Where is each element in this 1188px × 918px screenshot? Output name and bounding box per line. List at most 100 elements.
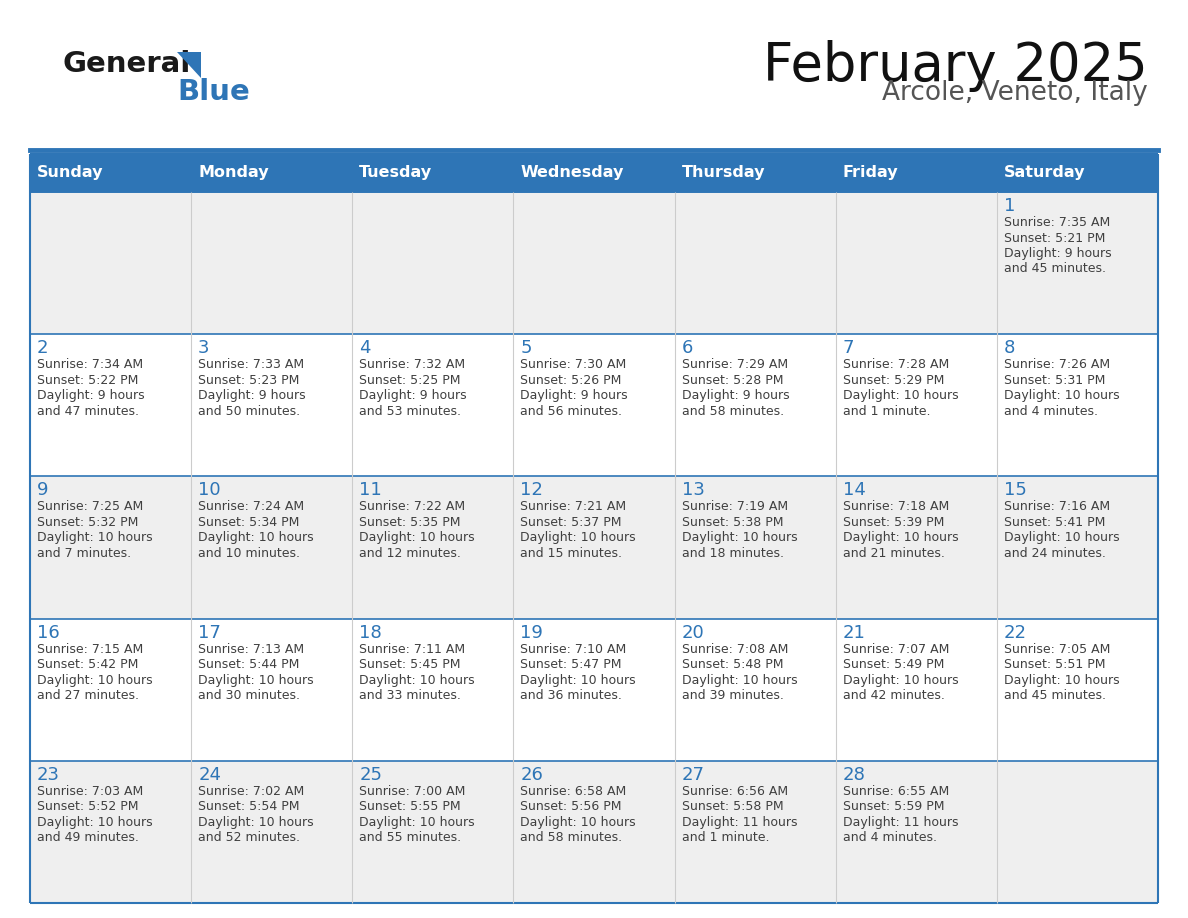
Text: 24: 24 — [198, 766, 221, 784]
Text: Daylight: 10 hours: Daylight: 10 hours — [1004, 389, 1119, 402]
Text: and 4 minutes.: and 4 minutes. — [842, 832, 936, 845]
Text: and 1 minute.: and 1 minute. — [842, 405, 930, 418]
Text: Tuesday: Tuesday — [359, 165, 432, 181]
Text: Sunrise: 7:24 AM: Sunrise: 7:24 AM — [198, 500, 304, 513]
Bar — [353, 192, 513, 334]
Text: Sunrise: 7:22 AM: Sunrise: 7:22 AM — [359, 500, 466, 513]
Text: Sunset: 5:29 PM: Sunset: 5:29 PM — [842, 374, 944, 386]
Text: Sunset: 5:47 PM: Sunset: 5:47 PM — [520, 658, 623, 671]
Text: Sunrise: 7:21 AM: Sunrise: 7:21 AM — [520, 500, 626, 513]
Text: and 58 minutes.: and 58 minutes. — [520, 832, 623, 845]
Text: Daylight: 10 hours: Daylight: 10 hours — [359, 816, 475, 829]
Bar — [191, 619, 353, 761]
Bar — [353, 619, 513, 761]
Text: 20: 20 — [682, 623, 704, 642]
Text: Sunrise: 7:25 AM: Sunrise: 7:25 AM — [37, 500, 144, 513]
Text: 3: 3 — [198, 339, 209, 357]
Text: Sunrise: 7:08 AM: Sunrise: 7:08 AM — [682, 643, 788, 655]
Text: Sunrise: 7:00 AM: Sunrise: 7:00 AM — [359, 785, 466, 798]
Bar — [997, 192, 1158, 334]
Bar — [30, 154, 191, 192]
Bar — [675, 619, 835, 761]
Text: and 55 minutes.: and 55 minutes. — [359, 832, 461, 845]
Text: Daylight: 9 hours: Daylight: 9 hours — [1004, 247, 1112, 260]
Text: Sunrise: 6:58 AM: Sunrise: 6:58 AM — [520, 785, 627, 798]
Bar — [353, 761, 513, 903]
Text: Sunset: 5:22 PM: Sunset: 5:22 PM — [37, 374, 138, 386]
Text: and 27 minutes.: and 27 minutes. — [37, 689, 139, 702]
Text: and 12 minutes.: and 12 minutes. — [359, 547, 461, 560]
Text: Sunrise: 6:56 AM: Sunrise: 6:56 AM — [682, 785, 788, 798]
Text: 2: 2 — [37, 339, 49, 357]
Bar — [997, 334, 1158, 476]
Bar — [835, 192, 997, 334]
Text: Daylight: 9 hours: Daylight: 9 hours — [198, 389, 305, 402]
Text: Sunrise: 7:15 AM: Sunrise: 7:15 AM — [37, 643, 144, 655]
Bar — [513, 192, 675, 334]
Text: and 58 minutes.: and 58 minutes. — [682, 405, 784, 418]
Text: Sunset: 5:25 PM: Sunset: 5:25 PM — [359, 374, 461, 386]
Text: Sunday: Sunday — [37, 165, 103, 181]
Bar — [835, 476, 997, 619]
Text: Daylight: 10 hours: Daylight: 10 hours — [198, 816, 314, 829]
Text: 9: 9 — [37, 481, 49, 499]
Text: Daylight: 10 hours: Daylight: 10 hours — [37, 816, 152, 829]
Text: Daylight: 10 hours: Daylight: 10 hours — [682, 674, 797, 687]
Text: Sunset: 5:54 PM: Sunset: 5:54 PM — [198, 800, 299, 813]
Text: Sunrise: 7:07 AM: Sunrise: 7:07 AM — [842, 643, 949, 655]
Text: Sunrise: 7:19 AM: Sunrise: 7:19 AM — [682, 500, 788, 513]
Text: and 45 minutes.: and 45 minutes. — [1004, 263, 1106, 275]
Text: Sunset: 5:48 PM: Sunset: 5:48 PM — [682, 658, 783, 671]
Bar — [835, 154, 997, 192]
Bar — [30, 334, 191, 476]
Text: and 1 minute.: and 1 minute. — [682, 832, 769, 845]
Text: and 50 minutes.: and 50 minutes. — [198, 405, 301, 418]
Text: Daylight: 9 hours: Daylight: 9 hours — [37, 389, 145, 402]
Bar — [835, 761, 997, 903]
Bar — [30, 761, 191, 903]
Text: Sunset: 5:55 PM: Sunset: 5:55 PM — [359, 800, 461, 813]
Text: and 52 minutes.: and 52 minutes. — [198, 832, 301, 845]
Text: Sunrise: 7:18 AM: Sunrise: 7:18 AM — [842, 500, 949, 513]
Text: Daylight: 10 hours: Daylight: 10 hours — [520, 816, 636, 829]
Text: Saturday: Saturday — [1004, 165, 1086, 181]
Bar — [30, 619, 191, 761]
Text: 10: 10 — [198, 481, 221, 499]
Text: Daylight: 11 hours: Daylight: 11 hours — [842, 816, 959, 829]
Text: and 33 minutes.: and 33 minutes. — [359, 689, 461, 702]
Text: 1: 1 — [1004, 197, 1016, 215]
Text: and 24 minutes.: and 24 minutes. — [1004, 547, 1106, 560]
Text: 17: 17 — [198, 623, 221, 642]
Text: Daylight: 10 hours: Daylight: 10 hours — [842, 674, 959, 687]
Text: Daylight: 10 hours: Daylight: 10 hours — [1004, 532, 1119, 544]
Text: Sunset: 5:51 PM: Sunset: 5:51 PM — [1004, 658, 1105, 671]
Text: 15: 15 — [1004, 481, 1026, 499]
Polygon shape — [177, 52, 201, 78]
Bar — [30, 192, 191, 334]
Text: Sunset: 5:39 PM: Sunset: 5:39 PM — [842, 516, 944, 529]
Text: and 45 minutes.: and 45 minutes. — [1004, 689, 1106, 702]
Text: Sunset: 5:28 PM: Sunset: 5:28 PM — [682, 374, 783, 386]
Text: Daylight: 10 hours: Daylight: 10 hours — [198, 674, 314, 687]
Text: Sunrise: 7:28 AM: Sunrise: 7:28 AM — [842, 358, 949, 371]
Text: 16: 16 — [37, 623, 59, 642]
Text: 8: 8 — [1004, 339, 1016, 357]
Text: Sunset: 5:58 PM: Sunset: 5:58 PM — [682, 800, 783, 813]
Bar — [675, 154, 835, 192]
Text: Sunrise: 7:29 AM: Sunrise: 7:29 AM — [682, 358, 788, 371]
Text: Sunrise: 7:10 AM: Sunrise: 7:10 AM — [520, 643, 627, 655]
Text: Daylight: 10 hours: Daylight: 10 hours — [842, 532, 959, 544]
Text: and 21 minutes.: and 21 minutes. — [842, 547, 944, 560]
Text: and 47 minutes.: and 47 minutes. — [37, 405, 139, 418]
Text: 13: 13 — [682, 481, 704, 499]
Text: Sunrise: 7:30 AM: Sunrise: 7:30 AM — [520, 358, 627, 371]
Bar — [191, 334, 353, 476]
Text: Daylight: 10 hours: Daylight: 10 hours — [520, 674, 636, 687]
Text: Sunrise: 7:03 AM: Sunrise: 7:03 AM — [37, 785, 144, 798]
Text: Sunset: 5:37 PM: Sunset: 5:37 PM — [520, 516, 623, 529]
Text: and 56 minutes.: and 56 minutes. — [520, 405, 623, 418]
Text: and 15 minutes.: and 15 minutes. — [520, 547, 623, 560]
Text: Sunset: 5:32 PM: Sunset: 5:32 PM — [37, 516, 138, 529]
Bar — [353, 154, 513, 192]
Text: 25: 25 — [359, 766, 383, 784]
